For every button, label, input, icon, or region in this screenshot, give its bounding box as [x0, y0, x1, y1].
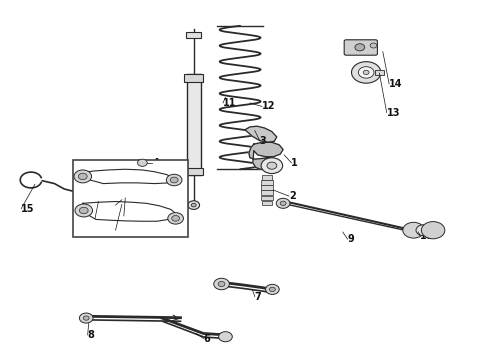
Bar: [184, 74, 203, 81]
Circle shape: [218, 282, 225, 287]
Circle shape: [363, 70, 369, 75]
Circle shape: [267, 162, 277, 169]
Text: 11: 11: [223, 98, 237, 108]
Circle shape: [96, 194, 101, 198]
Circle shape: [280, 201, 286, 206]
FancyBboxPatch shape: [344, 40, 377, 55]
Bar: [261, 185, 273, 190]
Circle shape: [170, 177, 178, 183]
Circle shape: [270, 287, 275, 292]
Circle shape: [214, 278, 229, 290]
Text: 14: 14: [389, 79, 403, 89]
Bar: [184, 168, 203, 175]
Circle shape: [370, 43, 377, 48]
Text: 13: 13: [387, 108, 400, 118]
Circle shape: [166, 174, 182, 186]
Circle shape: [276, 198, 290, 208]
Circle shape: [79, 313, 93, 323]
Circle shape: [219, 332, 232, 342]
Bar: [261, 190, 273, 195]
Circle shape: [355, 44, 365, 51]
Text: 15: 15: [21, 204, 35, 214]
Circle shape: [79, 207, 88, 214]
Circle shape: [78, 173, 87, 180]
Text: 10: 10: [420, 231, 434, 240]
Text: 4: 4: [152, 158, 159, 168]
Circle shape: [138, 159, 147, 166]
Circle shape: [416, 225, 431, 235]
Circle shape: [358, 67, 374, 78]
Circle shape: [93, 192, 104, 200]
Circle shape: [75, 204, 93, 217]
Circle shape: [83, 316, 89, 320]
Circle shape: [74, 170, 92, 183]
Polygon shape: [81, 169, 174, 184]
Polygon shape: [249, 142, 283, 169]
Polygon shape: [83, 202, 176, 221]
Circle shape: [403, 222, 424, 238]
Circle shape: [261, 158, 283, 174]
Bar: [186, 32, 201, 39]
Bar: [73, 160, 188, 237]
Bar: [261, 196, 273, 200]
Circle shape: [421, 222, 445, 239]
Bar: [262, 175, 272, 180]
Text: 3: 3: [260, 136, 267, 145]
Text: 8: 8: [88, 330, 95, 340]
Circle shape: [172, 216, 179, 221]
Circle shape: [117, 191, 129, 199]
Circle shape: [191, 203, 196, 207]
Circle shape: [351, 62, 381, 83]
Circle shape: [121, 193, 125, 197]
Text: 16: 16: [95, 214, 108, 224]
Circle shape: [266, 284, 279, 294]
Text: 7: 7: [255, 292, 262, 302]
Bar: [261, 180, 273, 185]
Text: 1: 1: [292, 158, 298, 168]
Bar: [118, 204, 124, 207]
Text: 2: 2: [289, 191, 296, 201]
Circle shape: [188, 201, 199, 210]
Text: 18: 18: [116, 225, 129, 235]
Text: 6: 6: [203, 333, 210, 343]
Bar: [187, 74, 200, 175]
Polygon shape: [245, 126, 277, 142]
Bar: [262, 201, 272, 205]
Circle shape: [168, 213, 183, 224]
Text: 5: 5: [116, 200, 122, 210]
Text: 9: 9: [347, 234, 354, 244]
Text: 12: 12: [262, 102, 275, 112]
Bar: [375, 69, 384, 75]
Text: 17: 17: [124, 211, 137, 221]
